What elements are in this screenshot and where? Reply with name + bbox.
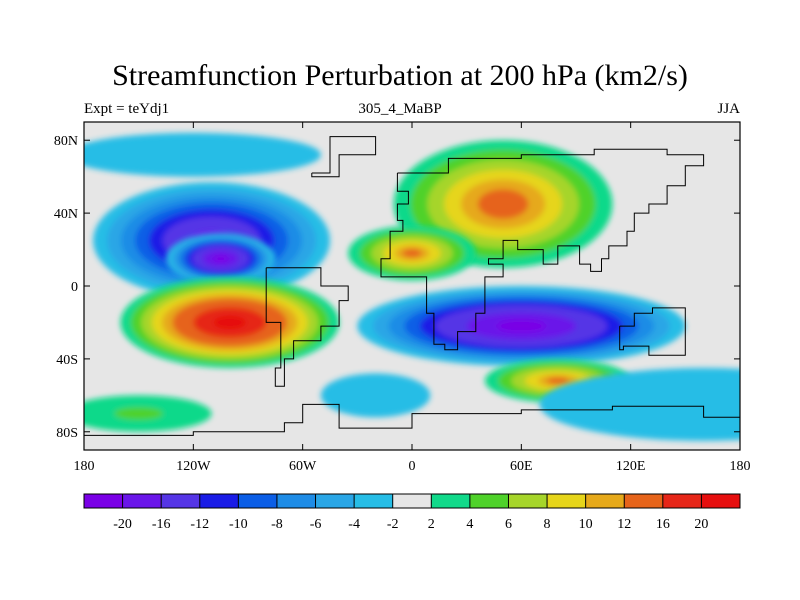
contour-band — [546, 377, 569, 385]
colorbar-label: 20 — [694, 517, 708, 532]
south-america-outline — [265, 267, 349, 387]
contour-band — [402, 249, 422, 258]
x-axis: 180 120W 60W 0 60E 120E 180 — [74, 122, 751, 474]
colorbar-swatch — [624, 494, 664, 508]
colorbar-swatch — [392, 494, 432, 508]
colorbar-swatch — [431, 494, 471, 508]
blob-spac-high — [120, 276, 340, 369]
contour-band — [213, 315, 247, 330]
colorbar-swatch — [354, 494, 394, 508]
colorbar-swatch — [547, 494, 587, 508]
colorbar-label: -12 — [190, 517, 209, 532]
contour-band — [212, 254, 229, 263]
colorbar-swatch — [701, 494, 741, 508]
blob-sh-low — [357, 285, 686, 367]
colorbar-label: -16 — [152, 517, 171, 532]
x-tick-label: 120E — [616, 459, 646, 474]
y-tick-label: 80S — [56, 426, 78, 441]
y-tick-label: 80N — [54, 134, 78, 149]
contour-band — [84, 132, 321, 177]
greenland-outline — [311, 136, 377, 178]
colorbar-label: -20 — [113, 517, 132, 532]
colorbar-swatch — [276, 494, 316, 508]
colorbar-swatch — [84, 494, 123, 508]
colorbar-label: -4 — [348, 517, 360, 532]
colorbar-swatch — [469, 494, 509, 508]
colorbar-swatch — [199, 494, 239, 508]
eurasia-africa-outline — [380, 148, 705, 351]
x-tick-label: 180 — [730, 459, 751, 474]
colorbar-swatch — [161, 494, 201, 508]
coastline-outline — [84, 136, 740, 436]
colorbar-swatch — [662, 494, 702, 508]
colorbar-label: -2 — [387, 517, 399, 532]
colorbar-label: -6 — [310, 517, 322, 532]
colorbar-label: 4 — [466, 517, 473, 532]
streamfunction-field — [84, 132, 740, 441]
x-tick-label: 180 — [74, 459, 95, 474]
blob-south-high-west — [84, 395, 212, 432]
x-tick-label: 0 — [409, 459, 416, 474]
blob-atl-low — [320, 373, 431, 418]
australia-outline — [619, 307, 686, 356]
colorbar-label: -8 — [271, 517, 283, 532]
y-tick-label: 0 — [71, 280, 78, 295]
colorbar-swatch — [585, 494, 625, 508]
chart-title: Streamfunction Perturbation at 200 hPa (… — [112, 59, 688, 92]
colorbar-label: 10 — [579, 517, 593, 532]
contour-band — [320, 373, 431, 418]
y-axis: 80N 40N 0 40S 80S — [54, 134, 740, 441]
contour-band — [477, 189, 529, 219]
colorbar-frame — [83, 493, 741, 509]
x-tick-label: 120W — [176, 459, 211, 474]
x-tick-label: 60W — [289, 459, 317, 474]
colorbar-swatch — [238, 494, 278, 508]
case-label: 305_4_MaBP — [358, 101, 442, 117]
blob-north-high-africa — [348, 225, 476, 281]
y-tick-label: 40N — [54, 207, 78, 222]
blob-npac-low-core — [165, 233, 276, 285]
colorbar-swatch — [508, 494, 548, 508]
colorbar-label: 6 — [505, 517, 512, 532]
season-label: JJA — [717, 101, 740, 117]
colorbar-label: -10 — [229, 517, 248, 532]
contour-band — [539, 368, 740, 441]
colorbar-label: 8 — [544, 517, 551, 532]
colorbar-label: 2 — [428, 517, 435, 532]
contour-band — [114, 407, 163, 420]
blob-highlat-north-low — [84, 132, 321, 177]
colorbar: -20 -16 -12 -10 -8 -6 -4 -2 2 4 6 8 10 12 16 20 — [83, 493, 741, 532]
colorbar-swatch — [122, 494, 162, 508]
colorbar-label: 16 — [656, 517, 670, 532]
antarctica-outline — [84, 403, 740, 436]
colorbar-swatch — [315, 494, 355, 508]
x-tick-label: 60E — [510, 459, 533, 474]
experiment-label: Expt = teYdj1 — [84, 101, 170, 117]
colorbar-label: 12 — [617, 517, 631, 532]
blob-south-ocean-low — [539, 368, 740, 441]
y-tick-label: 40S — [56, 353, 78, 368]
contour-band — [496, 320, 546, 333]
